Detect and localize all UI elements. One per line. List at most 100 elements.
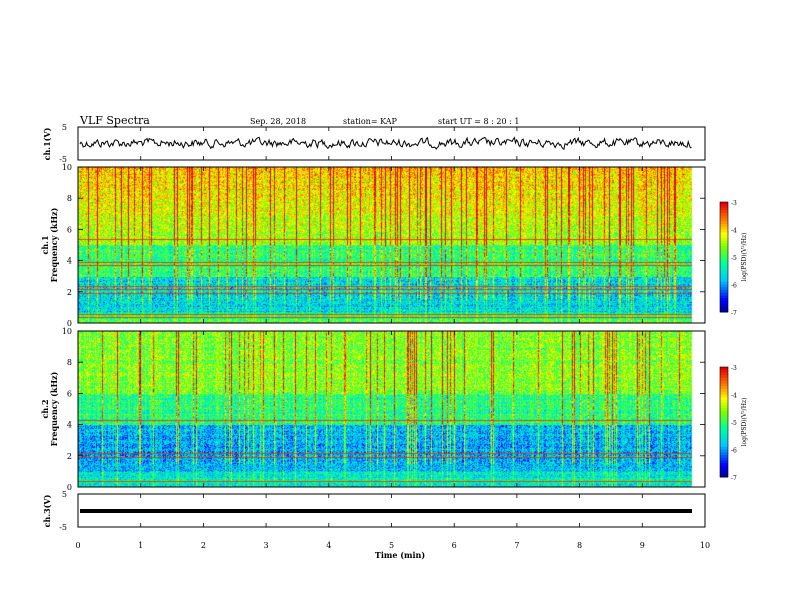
xtick-label: 5 <box>389 541 394 550</box>
xtick-label: 6 <box>452 541 457 550</box>
ch1-ytick-top: 5 <box>62 123 67 132</box>
ytick-label: 0 <box>67 319 72 328</box>
colorbar-swatch <box>720 298 728 302</box>
ytick-label: 6 <box>67 225 72 234</box>
colorbar-swatch <box>720 474 728 478</box>
colorbar-swatch <box>720 383 728 387</box>
ch1-spectrogram-ylabel-a: ch.1 <box>40 235 50 254</box>
colorbar-swatch <box>720 281 728 285</box>
colorbar-swatch <box>720 471 728 475</box>
colorbar-swatch <box>720 391 728 395</box>
colorbar-swatch <box>720 408 728 412</box>
colorbar-swatch <box>720 468 728 472</box>
ch2-heatmap <box>78 331 705 487</box>
ytick-label: 0 <box>67 483 72 492</box>
colorbar-swatch <box>720 290 728 294</box>
colorbar-swatch <box>720 466 728 470</box>
colorbar-tick-label: -7 <box>731 475 737 482</box>
colorbar-swatch <box>720 254 728 258</box>
colorbar-swatch <box>720 218 728 222</box>
colorbar-swatch <box>720 210 728 214</box>
ch1-spectrogram-panel: 0 2 4 6 8 10 ch.1 Frequency (kHz) -3 -4 -5 -6 -7 l… <box>40 163 748 328</box>
colorbar-swatch <box>720 309 728 313</box>
colorbar-swatch <box>720 232 728 236</box>
colorbar-swatch <box>720 460 728 464</box>
colorbar-tick-label: -4 <box>731 228 737 235</box>
colorbar-swatch <box>720 262 728 266</box>
xtick-label: 3 <box>264 541 269 550</box>
colorbar-frame <box>719 201 729 313</box>
xtick-label: 7 <box>514 541 519 550</box>
colorbar-swatch <box>720 463 728 467</box>
ch2-spectrogram-ylabel-b: Frequency (kHz) <box>49 371 59 446</box>
xtick-label: 2 <box>201 541 206 550</box>
ch1-waveform-panel: 5 -5 ch.1(V) <box>42 123 706 164</box>
colorbar-swatch <box>720 413 728 417</box>
colorbar-tick-label: -6 <box>731 283 737 290</box>
ch2-heatmap-container <box>78 331 705 487</box>
x-axis-ticks: 0 1 2 3 4 5 6 7 8 9 10 <box>75 127 710 550</box>
colorbar-swatch <box>720 273 728 277</box>
ch3-ylabel: ch.3(V) <box>42 494 52 527</box>
colorbar-swatch <box>720 372 728 376</box>
chart-title: VLF Spectra <box>79 114 150 127</box>
start-time-label: start UT = 8 : 20 : 1 <box>438 117 519 126</box>
colorbar-swatch <box>720 397 728 401</box>
colorbar-swatch <box>720 295 728 299</box>
colorbar-swatch <box>720 276 728 280</box>
colorbar-tick-label: -3 <box>731 365 737 372</box>
colorbar-swatch <box>720 229 728 233</box>
colorbar-swatch <box>720 270 728 274</box>
colorbar-swatch <box>720 235 728 239</box>
colorbar-swatch <box>720 424 728 428</box>
colorbar-frame <box>719 366 729 478</box>
colorbar-swatch <box>720 240 728 244</box>
ch1-heatmap <box>78 167 705 323</box>
colorbar-swatch <box>720 452 728 456</box>
ytick-label: 2 <box>67 288 72 297</box>
colorbar-tick-label: -5 <box>731 255 737 262</box>
date-label: Sep. 28, 2018 <box>250 117 306 126</box>
colorbar-label: log(PSD)(V²/Hz) <box>741 233 748 282</box>
colorbar-swatch <box>720 419 728 423</box>
colorbar-swatch <box>720 449 728 453</box>
colorbar-tick-label: -7 <box>731 310 737 317</box>
colorbar-swatch <box>720 243 728 247</box>
colorbar-swatch <box>720 202 728 206</box>
colorbar-label: log(PSD)(V²/Hz) <box>741 398 748 447</box>
colorbar-swatch <box>720 306 728 310</box>
ytick-label: 6 <box>67 389 72 398</box>
ch3-ytick-top: 5 <box>62 490 67 499</box>
colorbar-swatch <box>720 251 728 255</box>
ch1-ytick-bottom: -5 <box>59 155 67 164</box>
ytick-label: 10 <box>62 327 72 336</box>
colorbar-swatch <box>720 224 728 228</box>
colorbar-swatch <box>720 246 728 250</box>
colorbar-swatch <box>720 204 728 208</box>
colorbar-swatch <box>720 268 728 272</box>
ch2-spectrogram-panel: 0 2 4 6 8 10 ch.2 Frequency (kHz) -3 -4 -5 -6 -7 l… <box>40 327 748 492</box>
colorbar-swatch <box>720 367 728 371</box>
colorbar-swatch <box>720 303 728 307</box>
ch1-yticks: 0 2 4 6 8 10 <box>62 163 705 328</box>
colorbar-swatch <box>720 386 728 390</box>
ytick-label: 4 <box>67 421 72 430</box>
colorbar-swatch <box>720 215 728 219</box>
ch1-waveform-line <box>79 136 692 151</box>
ch2-spectrogram-ylabel-a: ch.2 <box>40 399 50 418</box>
colorbar-swatch <box>720 292 728 296</box>
colorbar-swatch <box>720 389 728 393</box>
colorbar-tick-label: -5 <box>731 420 737 427</box>
xtick-label: 1 <box>138 541 143 550</box>
colorbar-swatch <box>720 405 728 409</box>
colorbar-swatch <box>720 207 728 211</box>
colorbar-tick-label: -4 <box>731 393 737 400</box>
colorbar-swatch <box>720 455 728 459</box>
ch1-spectrogram-ylabel-b: Frequency (kHz) <box>49 207 59 282</box>
colorbar-swatch <box>720 221 728 225</box>
colorbar-swatch <box>720 265 728 269</box>
colorbar-swatch <box>720 444 728 448</box>
ytick-label: 4 <box>67 257 72 266</box>
colorbar-swatch <box>720 226 728 230</box>
